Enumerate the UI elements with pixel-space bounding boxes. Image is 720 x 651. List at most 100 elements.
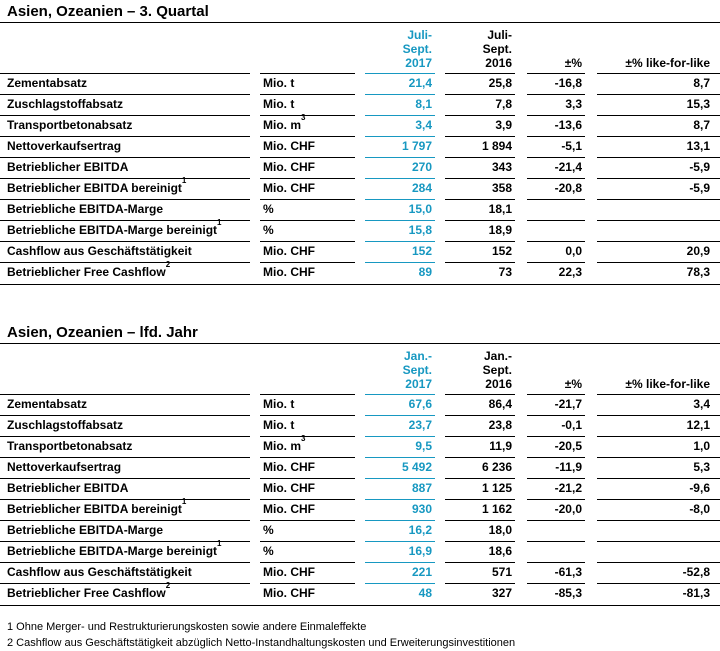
value-2016: 25,8 — [445, 74, 515, 95]
value-2016: 18,1 — [445, 200, 515, 221]
value-2017-text: 16,9 — [408, 544, 432, 558]
value-2016-text: 343 — [491, 160, 512, 174]
row-label: Betrieblicher EBITDA — [0, 479, 250, 500]
table-bottom-rule — [0, 605, 720, 606]
row-unit-text: Mio. CHF — [263, 244, 315, 258]
row-unit-text: % — [263, 523, 274, 537]
value-pct — [527, 542, 585, 563]
value-2016: 571 — [445, 563, 515, 584]
row-unit: % — [260, 221, 355, 242]
value-lfl-text: 20,9 — [686, 244, 710, 258]
row-unit: % — [260, 521, 355, 542]
header-unit-spacer — [260, 344, 355, 395]
value-lfl-text: 12,1 — [686, 418, 710, 432]
value-2016-text: 1 125 — [481, 481, 512, 495]
row-label: Cashflow aus Geschäftstätigkeit — [0, 563, 250, 584]
footnote-marker: 1 — [217, 539, 222, 548]
value-2017: 16,2 — [365, 521, 435, 542]
value-2017: 930 — [365, 500, 435, 521]
value-2017-text: 270 — [411, 160, 432, 174]
value-lfl: 3,4 — [597, 395, 720, 416]
table-title: Asien, Ozeanien – lfd. Jahr — [0, 321, 720, 344]
value-2016: 358 — [445, 179, 515, 200]
row-unit-text: % — [263, 223, 274, 237]
col-header-2017-line: 2017 — [405, 377, 432, 391]
row-label: Zuschlagstoffabsatz — [0, 416, 250, 437]
row-unit-text: Mio. t — [263, 418, 295, 432]
value-2016-text: 3,9 — [495, 118, 512, 132]
value-pct-text: -20,5 — [554, 439, 582, 453]
footnote-marker: 1 — [181, 497, 187, 506]
row-label-text: Betriebliche EBITDA-Marge — [7, 202, 164, 216]
value-pct: -0,1 — [527, 416, 585, 437]
header-unit-spacer — [260, 23, 355, 74]
table-title: Asien, Ozeanien – 3. Quartal — [0, 0, 720, 23]
row-unit-text: Mio. CHF — [263, 565, 315, 579]
value-lfl: 8,7 — [597, 116, 720, 137]
value-lfl: 20,9 — [597, 242, 720, 263]
value-lfl-text: -5,9 — [689, 181, 710, 195]
table-row: Cashflow aus Geschäftstätigkeit Mio. CHF… — [0, 242, 720, 263]
row-label: Betriebliche EBITDA-Marge bereinigt1 — [0, 539, 250, 563]
value-2017-text: 887 — [411, 481, 432, 495]
value-pct — [527, 200, 585, 221]
value-lfl: 13,1 — [597, 137, 720, 158]
row-label: Nettoverkaufsertrag — [0, 458, 250, 479]
table-header: Jan.- Sept. 2017 Jan.- Sept. 2016 ±% ±% … — [0, 344, 720, 395]
value-pct: -85,3 — [527, 584, 585, 605]
footnote-marker: 2 — [165, 260, 171, 269]
col-header-pct: ±% — [527, 23, 585, 74]
value-2016-text: 25,8 — [488, 76, 512, 90]
row-label-text: Zuschlagstoffabsatz — [7, 97, 124, 111]
row-label-text: Nettoverkaufsertrag — [7, 460, 122, 474]
row-unit-text: Mio. CHF — [263, 502, 315, 516]
value-2017: 67,6 — [365, 395, 435, 416]
value-2016-text: 6 236 — [481, 460, 512, 474]
value-2017: 15,8 — [365, 221, 435, 242]
value-pct: -20,5 — [527, 437, 585, 458]
value-lfl-text: 8,7 — [693, 118, 710, 132]
value-lfl: 78,3 — [597, 263, 720, 284]
row-label-text: Betrieblicher Free Cashflow — [7, 586, 166, 600]
value-2016: 343 — [445, 158, 515, 179]
value-pct-text: -85,3 — [554, 586, 582, 600]
row-unit-text: Mio. CHF — [263, 160, 315, 174]
col-header-2017-line: Sept. — [402, 42, 432, 56]
value-2017: 89 — [365, 263, 435, 284]
row-label: Zementabsatz — [0, 74, 250, 95]
table-bottom-rule — [0, 284, 720, 285]
value-2016: 1 894 — [445, 137, 515, 158]
value-2017-text: 152 — [411, 244, 432, 258]
col-header-2016-line: 2016 — [485, 56, 512, 70]
value-2017-text: 8,1 — [415, 97, 432, 111]
col-header-pct-line: ±% — [564, 377, 582, 391]
row-label-text: Betrieblicher Free Cashflow — [7, 265, 166, 279]
value-lfl: 1,0 — [597, 437, 720, 458]
value-pct-text: -21,7 — [554, 397, 582, 411]
value-2016: 1 162 — [445, 500, 515, 521]
value-pct-text: -13,6 — [554, 118, 582, 132]
value-2017: 221 — [365, 563, 435, 584]
value-2017: 8,1 — [365, 95, 435, 116]
value-pct-text: 3,3 — [565, 97, 582, 111]
value-lfl: -9,6 — [597, 479, 720, 500]
value-2016-text: 86,4 — [488, 397, 512, 411]
row-unit: Mio. t — [260, 416, 355, 437]
row-unit-text: Mio. t — [263, 97, 295, 111]
value-2016: 73 — [445, 263, 515, 284]
row-label-text: Betrieblicher EBITDA — [7, 481, 129, 495]
value-pct: 22,3 — [527, 263, 585, 284]
row-label: Transportbetonabsatz — [0, 437, 250, 458]
value-pct-text: 22,3 — [558, 265, 582, 279]
row-unit: Mio. m3 — [260, 114, 355, 137]
value-pct-text: -61,3 — [554, 565, 582, 579]
row-label: Betriebliche EBITDA-Marge — [0, 200, 250, 221]
table-row: Betriebliche EBITDA-Marge bereinigt1 % 1… — [0, 539, 720, 563]
value-2017-text: 23,7 — [408, 418, 432, 432]
value-pct: -61,3 — [527, 563, 585, 584]
value-2017-text: 21,4 — [408, 76, 432, 90]
value-2016-text: 571 — [491, 565, 512, 579]
value-pct: -21,4 — [527, 158, 585, 179]
value-lfl — [597, 542, 720, 563]
col-header-2017-line: 2017 — [405, 56, 432, 70]
